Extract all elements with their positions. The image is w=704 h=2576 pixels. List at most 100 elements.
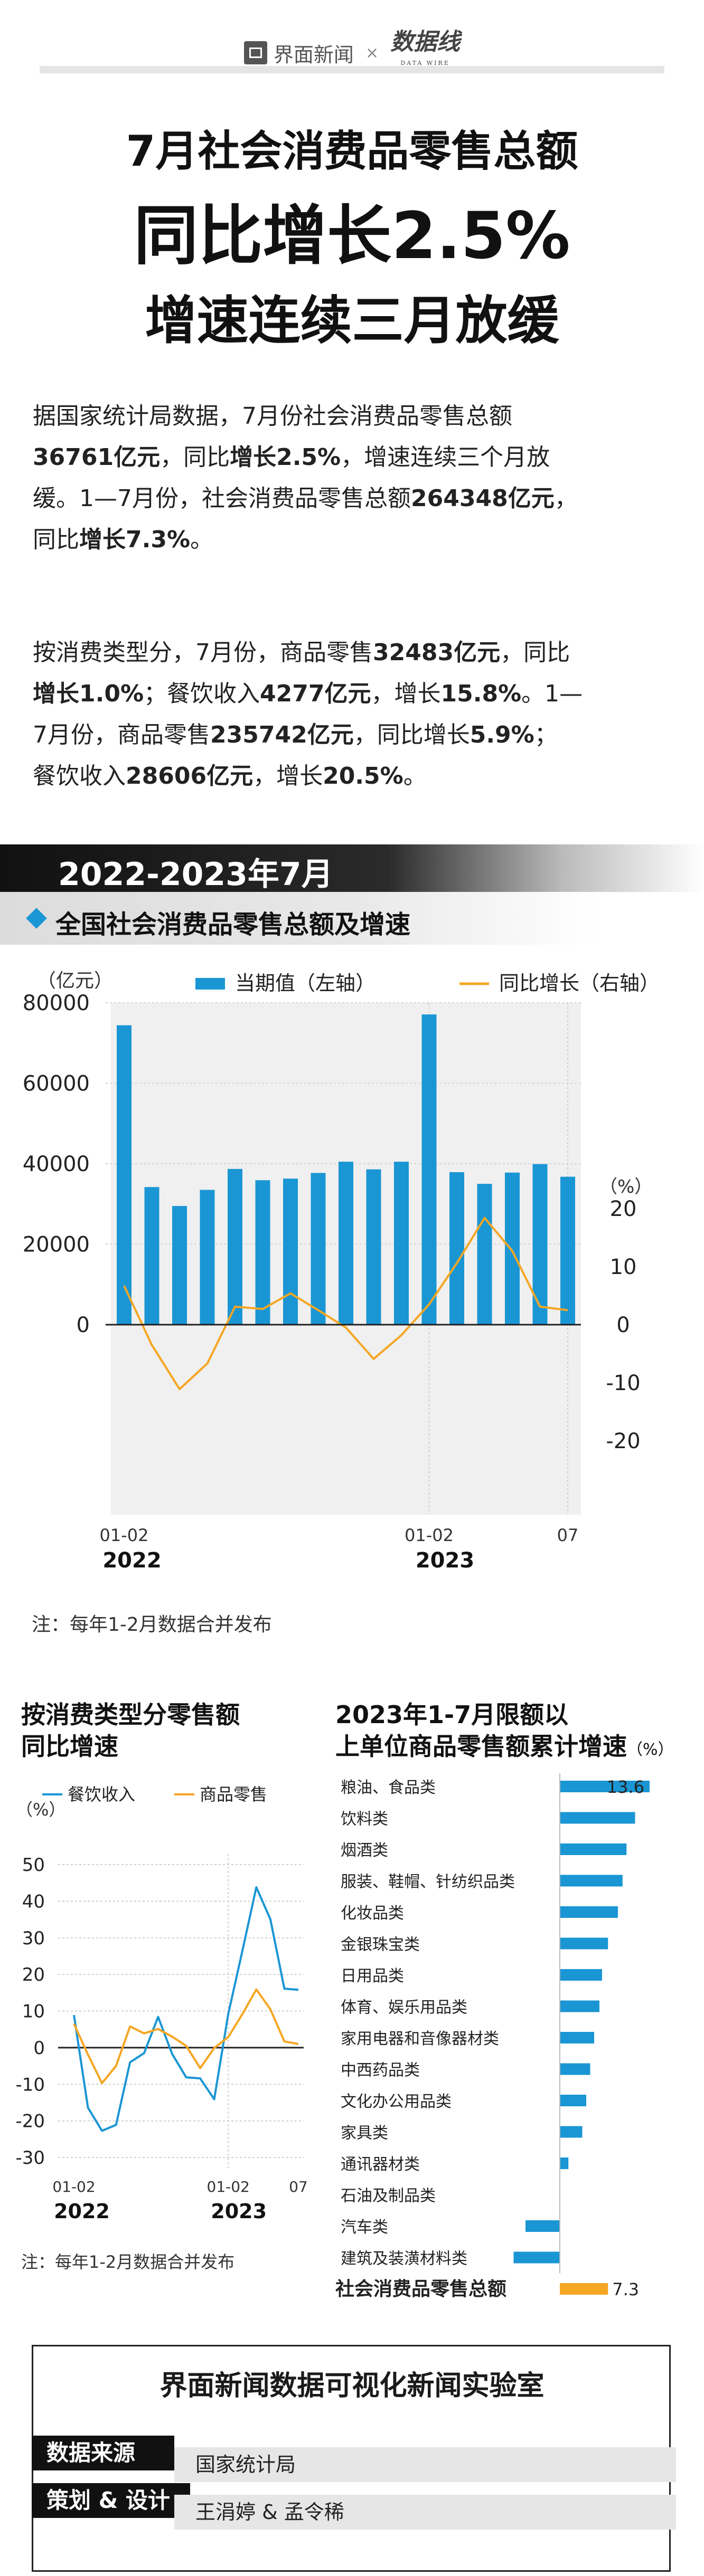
category-label: 日用品类	[341, 1967, 404, 1985]
category-growth-bar	[525, 2220, 560, 2232]
right-tick-label: -20	[606, 1429, 640, 1453]
category-label: 石油及制品类	[341, 2187, 436, 2206]
y-tick-label: 30	[22, 1928, 45, 1949]
text-run: 。	[190, 526, 214, 553]
title-text: 上单位商品零售额累计增速	[335, 1732, 627, 1761]
legend-label-dining: 餐饮收入	[68, 1784, 135, 1804]
partner-logo: 数据线 DATA WIRE	[390, 31, 460, 74]
retail-total-bar	[421, 1014, 437, 1325]
text-run: 餐饮收入	[33, 763, 126, 790]
text-run: ，增长	[253, 763, 323, 790]
text-run: ，同比增长	[353, 721, 470, 748]
paragraph-line: 增长1.0%；餐饮收入4277亿元，增长15.8%。1—	[33, 673, 672, 715]
brand-row: 界面新闻 × 数据线 DATA WIRE	[0, 31, 704, 74]
text-run: 。	[403, 763, 427, 790]
header-divider	[40, 66, 664, 73]
y-tick-label: 0	[33, 2038, 45, 2059]
headline-line-1: 7月社会消费品零售总额	[126, 127, 578, 176]
category-growth-bar	[560, 1969, 602, 1981]
left-tick-label: 80000	[23, 991, 90, 1015]
consumption-type-paragraph: 按消费类型分，7月份，商品零售32483亿元，同比 增长1.0%；餐饮收入4277…	[33, 632, 672, 797]
category-label: 金银珠宝类	[341, 1936, 420, 1954]
x-tick-label: 01-02	[207, 2178, 250, 2195]
category-label: 化妆品类	[341, 1904, 404, 1923]
chart-title-line-1: 按消费类型分零售额	[21, 1700, 240, 1729]
header-bar: 界面新闻 × 数据线 DATA WIRE	[0, 0, 704, 90]
text-run: 同比	[33, 526, 79, 553]
text-run: ，同比	[500, 639, 570, 666]
category-label: 粮油、食品类	[341, 1779, 436, 1797]
design-value: 王涓婷 & 孟令稀	[174, 2495, 676, 2530]
retail-total-bar	[172, 1206, 187, 1325]
highlight-figure: 32483亿元	[373, 639, 501, 666]
brand-logo: 界面新闻	[243, 39, 354, 68]
category-growth-bar	[560, 2032, 594, 2043]
retail-total-bar	[228, 1168, 242, 1325]
paragraph-line: 7月份，商品零售235742亿元，同比增长5.9%；	[33, 715, 672, 756]
category-growth-bar	[560, 1843, 627, 1855]
category-growth-bar	[560, 2063, 590, 2075]
legend-line-label: 同比增长（右轴）	[499, 972, 660, 995]
category-label: 通讯器材类	[341, 2155, 420, 2174]
retail-total-bar	[117, 1025, 132, 1325]
highlight-figure: 增长2.5%	[230, 444, 341, 471]
text-run: ，增长	[371, 680, 441, 707]
year-label: 2022	[102, 1548, 161, 1573]
highlight-figure: 235742亿元	[210, 721, 354, 748]
intro-paragraph: 据国家统计局数据，7月份社会消费品零售总额 36761亿元，同比增长2.5%，增速…	[33, 396, 672, 560]
category-growth-bar	[560, 1937, 608, 1950]
text-run: 7月份，商品零售	[33, 721, 210, 748]
bar-value-label: 13.6	[607, 1777, 644, 1797]
category-label: 服装、鞋帽、针纺织品类	[341, 1873, 515, 1891]
category-growth-bar	[560, 2157, 569, 2169]
headline-line-2: 同比增长2.5%	[134, 198, 570, 273]
category-label: 体育、娱乐用品类	[341, 1999, 467, 2017]
text-run: 。1—	[521, 680, 583, 707]
source-value: 国家统计局	[174, 2447, 676, 2482]
category-growth-bar	[560, 1781, 650, 1792]
bar-value-label: 7.3	[612, 2279, 639, 2299]
design-label: 策划 & 设计	[32, 2483, 190, 2518]
retail-total-bar	[255, 1180, 270, 1325]
legend-bar-label: 当期值（左轴）	[235, 972, 376, 995]
category-label: 建筑及装潢材料类	[341, 2250, 467, 2268]
right-axis-unit: （%）	[599, 1176, 652, 1197]
left-tick-label: 40000	[23, 1152, 90, 1176]
partner-name-en: DATA WIRE	[400, 60, 450, 66]
text-run: ，同比	[160, 444, 230, 471]
paragraph-line: 餐饮收入28606亿元，增长20.5%。	[33, 756, 672, 797]
chart-title-line-2: 同比增速	[21, 1732, 118, 1761]
consumption-type-growth-chart: -30 -20 -10 0 10 20 30 40 50 01-02 01-02 07 2022 2023…	[15, 1700, 308, 2272]
text-run: ，增速连续三个月放	[341, 444, 550, 471]
right-tick-label: 0	[616, 1313, 630, 1337]
retail-total-bar	[560, 1176, 575, 1325]
y-tick-label: -10	[15, 2074, 45, 2095]
right-tick-label: 20	[610, 1197, 637, 1221]
retail-total-bar	[366, 1169, 381, 1325]
x-tick-label: 01-02	[405, 1525, 454, 1545]
section-subtitle: 全国社会消费品零售总额及增速	[55, 910, 411, 939]
category-growth-bar	[513, 2251, 560, 2264]
category-label: 中西药品类	[341, 2061, 420, 2080]
retail-total-bar	[449, 1172, 464, 1325]
text-run: 据国家统计局数据，7月份社会消费品零售总额	[33, 403, 512, 430]
retail-total-bar	[477, 1184, 492, 1325]
highlight-figure: 264348亿元	[411, 485, 555, 512]
retail-sales-combo-chart: 0 20000 40000 60000 80000（亿元） （%） -20 -10 0 10 20 0…	[23, 970, 660, 1636]
retail-total-bar	[394, 1162, 409, 1325]
retail-total-bar	[200, 1190, 215, 1325]
headline-line-3: 增速连续三月放缓	[145, 291, 559, 351]
right-tick-label: 10	[610, 1255, 637, 1279]
retail-total-bar	[283, 1178, 298, 1325]
year-label: 2023	[416, 1548, 474, 1573]
text-run: ；	[534, 721, 558, 748]
chart-note: 注：每年1-2月数据合并发布	[32, 1614, 272, 1636]
x-tick-label: 07	[289, 2178, 308, 2195]
text-run: ；餐饮收入	[144, 680, 260, 707]
highlight-figure: 增长7.3%	[79, 526, 191, 553]
paragraph-line: 缓。1—7月份，社会消费品零售总额264348亿元，	[33, 478, 672, 519]
goods-growth-line	[73, 1988, 299, 2085]
left-tick-label: 20000	[23, 1233, 90, 1257]
x-tick-label: 01-02	[100, 1525, 149, 1545]
